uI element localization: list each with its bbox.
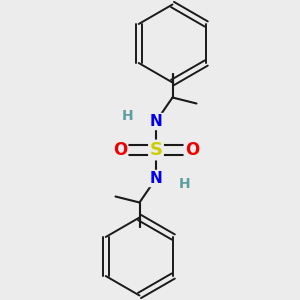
Text: O: O <box>185 141 199 159</box>
Text: N: N <box>150 171 162 186</box>
Text: H: H <box>122 109 133 122</box>
Text: H: H <box>179 177 190 191</box>
Text: N: N <box>150 114 162 129</box>
Text: O: O <box>113 141 127 159</box>
Text: S: S <box>149 141 163 159</box>
